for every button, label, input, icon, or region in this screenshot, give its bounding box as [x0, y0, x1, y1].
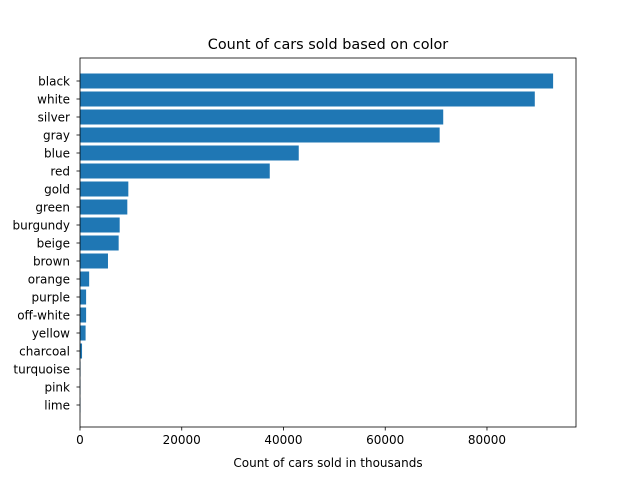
x-tick-label: 40000 [264, 433, 302, 447]
y-tick-label: orange [28, 273, 70, 287]
x-axis-label: Count of cars sold in thousands [233, 456, 422, 470]
bar-purple [80, 289, 87, 305]
y-tick-label: red [50, 165, 70, 179]
y-tick-label: burgundy [13, 219, 71, 233]
y-tick-label: gold [44, 183, 70, 197]
y-tick-label: yellow [32, 327, 70, 341]
y-tick-label: beige [37, 237, 70, 251]
y-tick-label: blue [44, 147, 70, 161]
chart-title: Count of cars sold based on color [208, 37, 449, 53]
y-tick-label: brown [33, 255, 70, 269]
bar-off-white [80, 307, 87, 323]
x-tick-label: 0 [76, 433, 84, 447]
x-tick-label: 20000 [163, 433, 201, 447]
bar-silver [80, 109, 444, 125]
bar-orange [80, 271, 90, 287]
x-tick-label: 80000 [468, 433, 506, 447]
bar-black [80, 73, 554, 89]
bar-brown [80, 253, 108, 269]
y-tick-label: white [37, 93, 70, 107]
bar-charcoal [80, 343, 83, 359]
plot-frame [79, 57, 577, 428]
y-tick-label: black [38, 75, 70, 89]
x-tick-label: 60000 [366, 433, 404, 447]
bars-layer [80, 73, 554, 413]
y-tick-label: green [35, 201, 70, 215]
y-tick-label: charcoal [19, 345, 70, 359]
y-axis-ticks: black white silver gray blue red gold green burg… [13, 75, 80, 413]
x-axis-ticks: 0 20000 40000 60000 80000 [76, 427, 506, 447]
y-tick-label: pink [44, 381, 70, 395]
y-tick-label: lime [44, 399, 70, 413]
bar-burgundy [80, 217, 120, 233]
y-tick-label: silver [38, 111, 70, 125]
y-tick-label: gray [43, 129, 70, 143]
y-tick-label: turquoise [13, 363, 70, 377]
bar-red [80, 163, 270, 179]
bar-blue [80, 145, 299, 161]
bar-yellow [80, 325, 86, 341]
bar-white [80, 91, 535, 107]
y-tick-label: purple [32, 291, 71, 305]
y-tick-label: off-white [17, 309, 70, 323]
bar-gray [80, 127, 440, 143]
bar-green [80, 199, 128, 215]
bar-gold [80, 181, 129, 197]
bar-beige [80, 235, 119, 251]
